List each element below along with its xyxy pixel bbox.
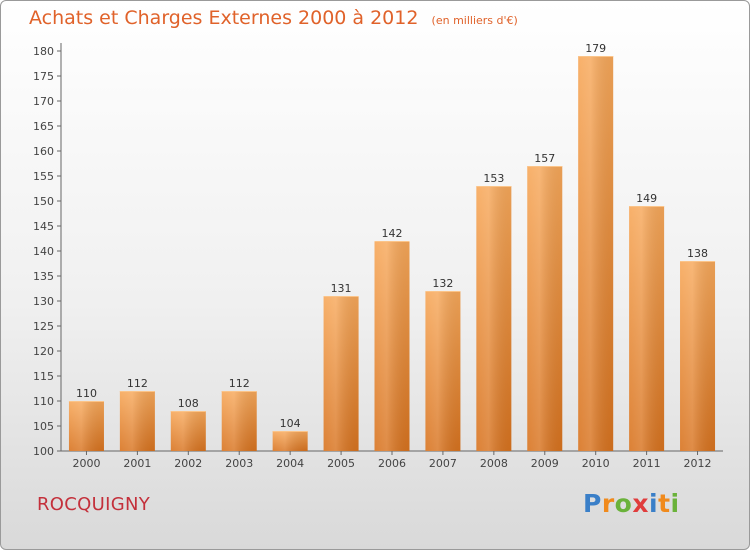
bar-shine-2012 [680, 261, 716, 451]
bar-shine-2010 [578, 56, 614, 451]
bar-shine-2007 [425, 291, 461, 451]
y-tick-label: 130 [33, 295, 54, 308]
value-label-2002: 108 [178, 397, 199, 410]
logo-letter: x [632, 489, 649, 518]
y-tick-label: 125 [33, 320, 54, 333]
y-tick-label: 140 [33, 245, 54, 258]
x-tick-label-2004: 2004 [276, 457, 304, 470]
y-tick-label: 160 [33, 145, 54, 158]
bar-shine-2005 [323, 296, 359, 451]
y-tick-label: 180 [33, 45, 54, 58]
chart-title: Achats et Charges Externes 2000 à 2012 [29, 7, 419, 29]
value-label-2001: 112 [127, 377, 148, 390]
bar-shine-2006 [374, 241, 410, 451]
logo-letter: i [670, 489, 680, 518]
value-label-2008: 153 [483, 172, 504, 185]
y-tick-label: 165 [33, 120, 54, 133]
y-tick-label: 155 [33, 170, 54, 183]
value-label-2010: 179 [585, 42, 606, 55]
bar-shine-2003 [221, 391, 257, 451]
bars: 110 112 108 112 104 131 142 132 153 157 179 149 138 [68, 42, 716, 451]
x-tick-label-2009: 2009 [531, 457, 559, 470]
bar-shine-2008 [476, 186, 512, 451]
y-tick-label: 100 [33, 445, 54, 458]
value-label-2009: 157 [534, 152, 555, 165]
x-tick-label-2000: 2000 [72, 457, 100, 470]
x-tick-label-2003: 2003 [225, 457, 253, 470]
y-tick-label: 150 [33, 195, 54, 208]
value-label-2000: 110 [76, 387, 97, 400]
y-tick-label: 170 [33, 95, 54, 108]
bar-shine-2002 [170, 411, 206, 451]
x-tick-label-2007: 2007 [429, 457, 457, 470]
logo-letter: t [658, 489, 671, 518]
place-name: ROCQUIGNY [37, 494, 151, 515]
bar-shine-2000 [68, 401, 104, 451]
value-label-2007: 132 [432, 277, 453, 290]
chart-title-block: Achats et Charges Externes 2000 à 2012 (… [29, 7, 518, 29]
y-tick-label: 175 [33, 70, 54, 83]
value-label-2003: 112 [229, 377, 250, 390]
x-tick-label-2011: 2011 [633, 457, 661, 470]
x-tick-label-2010: 2010 [582, 457, 610, 470]
value-label-2004: 104 [280, 417, 301, 430]
value-label-2005: 131 [331, 282, 352, 295]
bar-shine-2011 [629, 206, 665, 451]
x-tick-label-2002: 2002 [174, 457, 202, 470]
value-label-2011: 149 [636, 192, 657, 205]
x-tick-label-2012: 2012 [684, 457, 712, 470]
x-tick-label-2005: 2005 [327, 457, 355, 470]
chart-unit: (en milliers d'€) [431, 14, 518, 27]
proxiti-logo: Proxiti [583, 489, 680, 518]
value-label-2006: 142 [382, 227, 403, 240]
bar-shine-2004 [272, 431, 308, 451]
y-tick-label: 115 [33, 370, 54, 383]
y-tick-label: 110 [33, 395, 54, 408]
x-tick-label-2001: 2001 [123, 457, 151, 470]
y-tick-label: 145 [33, 220, 54, 233]
x-tick-label-2006: 2006 [378, 457, 406, 470]
logo-letter: o [614, 489, 633, 518]
y-tick-label: 105 [33, 420, 54, 433]
logo-letter: P [583, 489, 602, 518]
y-tick-label: 135 [33, 270, 54, 283]
bar-shine-2009 [527, 166, 563, 451]
value-label-2012: 138 [687, 247, 708, 260]
x-tick-label-2008: 2008 [480, 457, 508, 470]
logo-letter: i [649, 489, 659, 518]
y-tick-label: 120 [33, 345, 54, 358]
bar-shine-2001 [119, 391, 155, 451]
logo-letter: r [601, 489, 615, 518]
